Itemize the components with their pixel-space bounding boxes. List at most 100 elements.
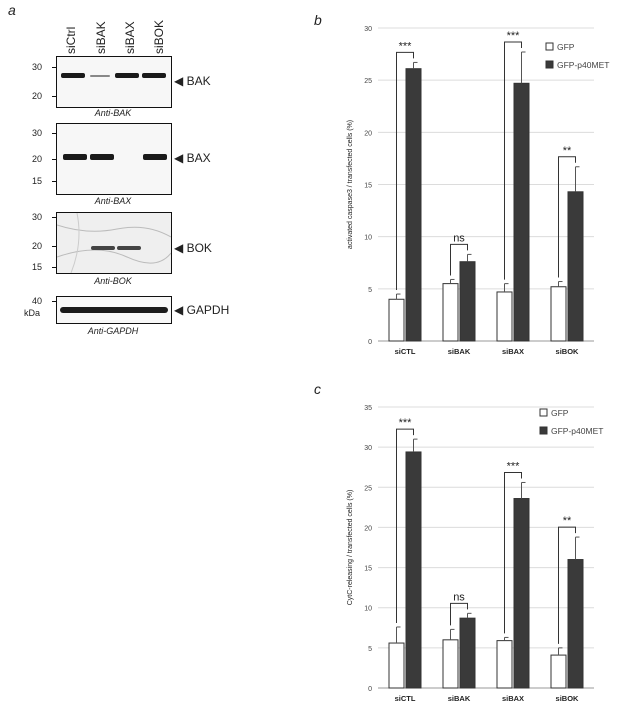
bar xyxy=(442,283,459,342)
significance-bracket xyxy=(504,471,522,634)
significance-bracket xyxy=(396,428,414,623)
x-tick-label: siBOK xyxy=(556,694,580,703)
y-tick-label: 25 xyxy=(364,78,372,85)
blot-image-bak xyxy=(56,56,172,108)
mw-tick xyxy=(52,267,56,268)
x-tick-label: siCTL xyxy=(395,694,416,703)
y-tick-label: 10 xyxy=(364,606,372,613)
significance-label: ** xyxy=(563,515,572,527)
caspase3-bar-chart: 0 5 10 15 20 25 30 activated caspase3 / transfe… xyxy=(347,26,609,356)
lane-label-sibok: siBOK xyxy=(152,19,166,54)
bar xyxy=(567,191,584,342)
significance-bracket xyxy=(450,243,468,276)
mw-tick xyxy=(52,67,56,68)
bar xyxy=(405,68,422,342)
bar xyxy=(388,298,405,342)
legend-label: GFP xyxy=(557,42,575,52)
bar xyxy=(550,286,567,342)
legend-swatch xyxy=(545,60,554,69)
lane-label-sibak: siBAK xyxy=(94,21,108,54)
bar xyxy=(405,451,422,689)
y-tick-label: 20 xyxy=(364,130,372,137)
band-target-label: BAX xyxy=(186,151,211,165)
panel-letter-c: c xyxy=(314,381,321,397)
band xyxy=(143,154,167,160)
cytc-bar-chart: 0 5 10 15 20 25 30 35 CytC-releasing / transfect… xyxy=(347,405,603,703)
y-tick-label: 15 xyxy=(364,566,372,573)
band xyxy=(117,246,141,250)
legend-label: GFP-p40MET xyxy=(557,60,609,70)
x-tick-label: siBAX xyxy=(502,347,524,356)
significance-bracket xyxy=(558,526,576,644)
blot-image-bax xyxy=(56,123,172,195)
lane-label-sibax: siBAX xyxy=(123,21,137,54)
mw-tick xyxy=(52,96,56,97)
mw-tick xyxy=(52,246,56,247)
bar xyxy=(388,642,405,689)
legend-label: GFP-p40MET xyxy=(551,426,603,436)
mw-tick xyxy=(52,217,56,218)
arrow-left-icon: ◀ xyxy=(174,241,184,255)
significance-label: *** xyxy=(399,417,413,429)
band xyxy=(91,246,115,250)
band-label-bok: ◀ BOK xyxy=(174,241,212,255)
bar xyxy=(496,640,513,689)
legend-swatch xyxy=(539,426,548,435)
y-tick-label: 35 xyxy=(364,405,372,412)
mw-tick xyxy=(52,301,56,302)
mw-marker: 40 xyxy=(31,296,42,306)
y-tick-label: 0 xyxy=(368,339,372,346)
arrow-left-icon: ◀ xyxy=(174,74,184,88)
y-tick-label: 10 xyxy=(364,235,372,242)
mw-marker: 30 xyxy=(31,128,42,138)
bar xyxy=(459,617,476,689)
panel-letter-b: b xyxy=(314,12,322,28)
band-target-label: GAPDH xyxy=(186,303,230,317)
mw-tick xyxy=(52,133,56,134)
bar xyxy=(513,498,530,689)
y-axis-label: CytC-releasing / transfected cells (%) xyxy=(347,490,354,606)
legend-swatch xyxy=(545,42,554,51)
antibody-label-bax: Anti-BAX xyxy=(94,196,132,206)
mw-marker: 20 xyxy=(31,241,42,251)
antibody-label-gapdh: Anti-GAPDH xyxy=(87,326,139,336)
bar xyxy=(550,654,567,689)
bar xyxy=(567,559,584,689)
antibody-label-bok: Anti-BOK xyxy=(94,276,132,286)
bar xyxy=(442,639,459,689)
significance-bracket xyxy=(504,41,522,280)
y-tick-label: 15 xyxy=(364,183,372,190)
significance-label: ** xyxy=(563,145,572,157)
blot-texture xyxy=(57,213,171,273)
y-tick-label: 5 xyxy=(368,646,372,653)
bar xyxy=(513,82,530,342)
blot-image-bok xyxy=(56,212,172,274)
y-tick-label: 30 xyxy=(364,445,372,452)
significance-bracket xyxy=(558,156,576,278)
arrow-left-icon: ◀ xyxy=(174,303,184,317)
significance-bracket xyxy=(450,602,468,626)
mw-marker: 15 xyxy=(31,262,42,272)
y-tick-label: 30 xyxy=(364,26,372,33)
band xyxy=(142,73,166,78)
mw-tick xyxy=(52,181,56,182)
legend-swatch xyxy=(539,408,548,417)
y-tick-label: 0 xyxy=(368,686,372,693)
antibody-label-bak: Anti-BAK xyxy=(94,108,132,118)
blot-image-gapdh xyxy=(56,296,172,324)
significance-label: ns xyxy=(453,232,465,244)
lane-label-sictrl: siCtrl xyxy=(64,26,78,54)
significance-label: ns xyxy=(453,591,465,603)
band xyxy=(90,154,114,160)
kda-unit-label: kDa xyxy=(24,308,41,318)
band-target-label: BOK xyxy=(186,241,212,255)
significance-label: *** xyxy=(399,40,413,52)
x-tick-label: siBAK xyxy=(448,347,471,356)
legend-label: GFP xyxy=(551,408,569,418)
y-tick-label: 20 xyxy=(364,525,372,532)
band xyxy=(60,307,168,313)
mw-marker: 15 xyxy=(31,176,42,186)
band xyxy=(90,75,110,77)
band-label-gapdh: ◀ GAPDH xyxy=(174,303,229,317)
significance-label: *** xyxy=(507,460,521,472)
